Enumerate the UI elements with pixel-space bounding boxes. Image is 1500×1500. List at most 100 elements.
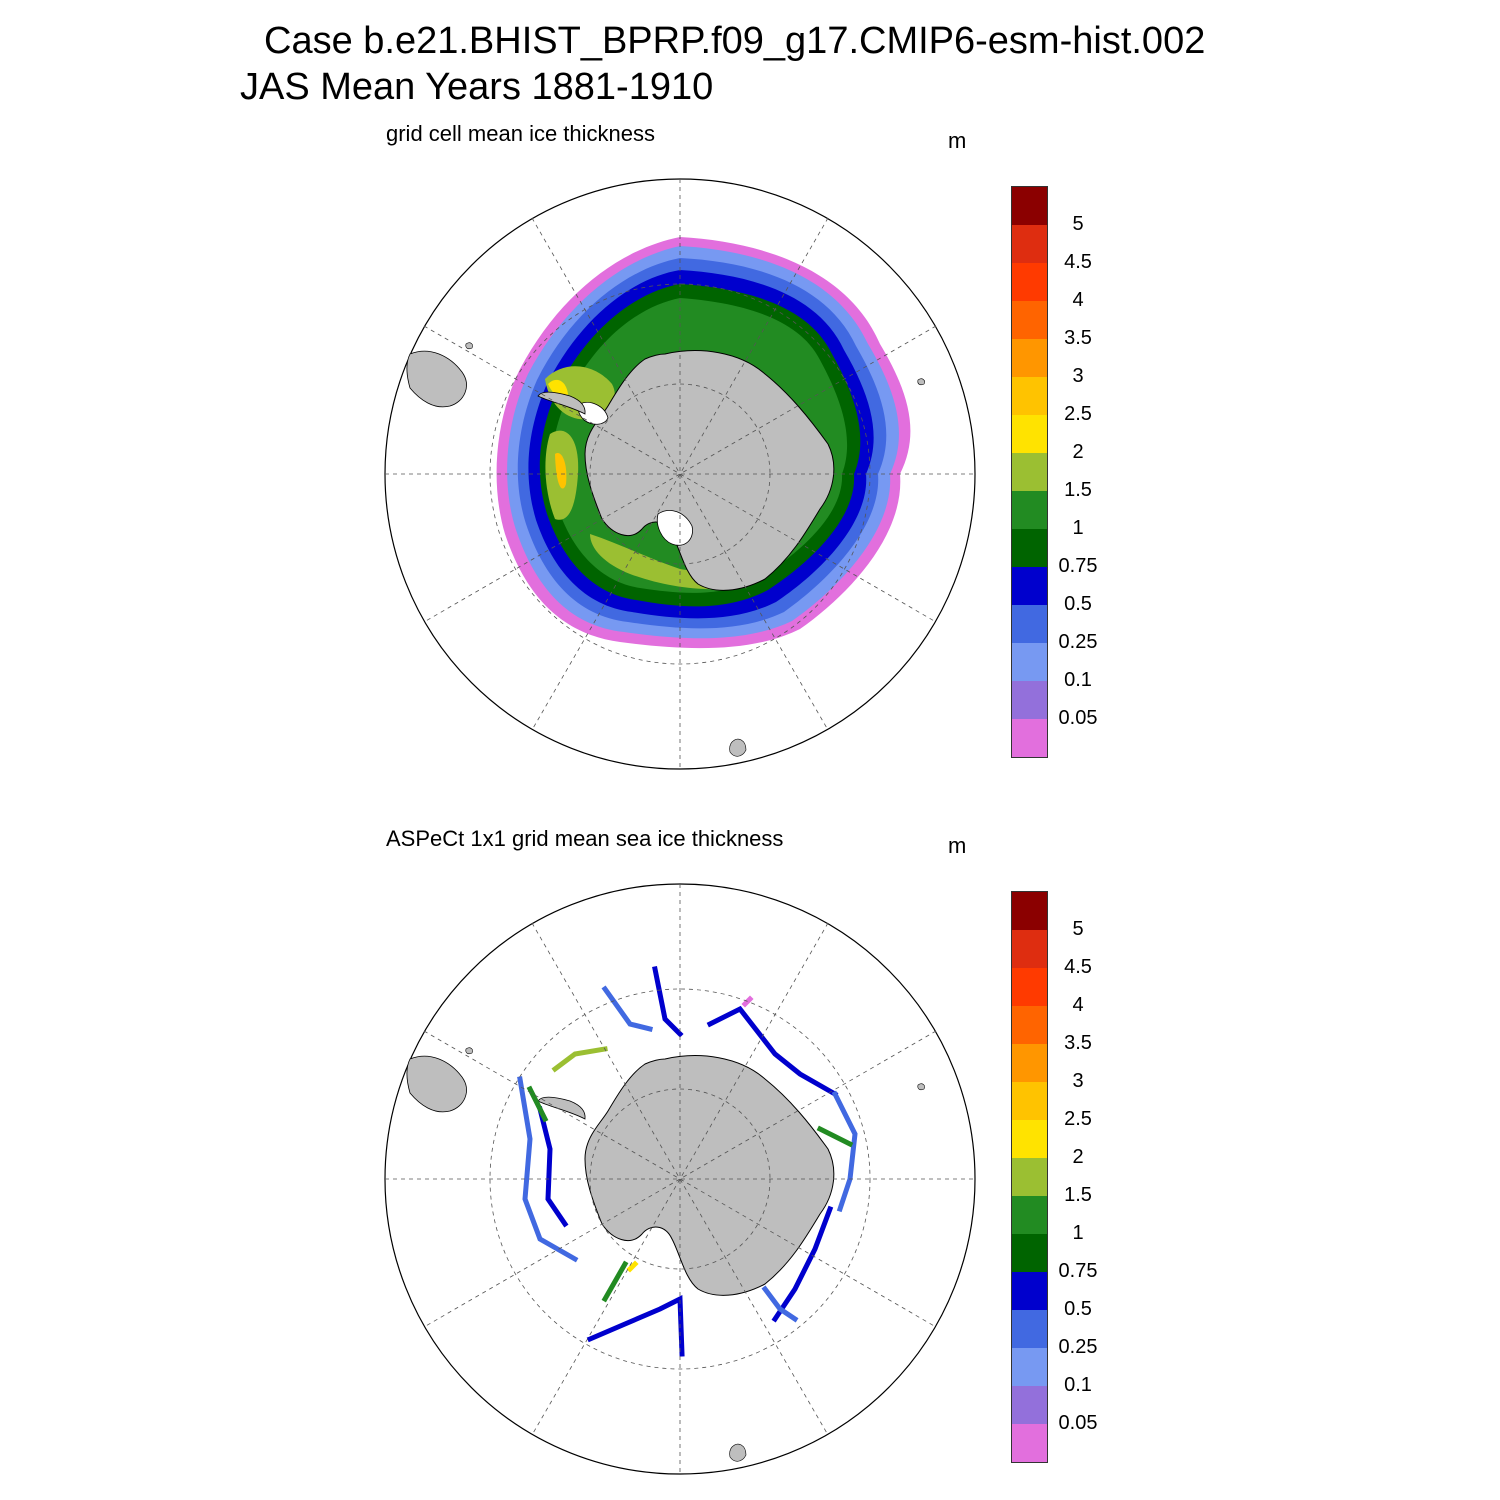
colorbar-segment: [1012, 263, 1047, 301]
figure-title-period: JAS Mean Years 1881-1910: [240, 66, 714, 108]
colorbar-segment: [1012, 1006, 1047, 1044]
kerguelen-island: [917, 378, 925, 386]
colorbar-segment: [1012, 1272, 1047, 1310]
colorbar-tick-label: 0.75: [1058, 1260, 1098, 1282]
track-12: [551, 1046, 608, 1073]
colorbar-segment: [1012, 1386, 1047, 1424]
observation-tracks: [517, 966, 858, 1357]
colorbar-tick-label: 4: [1072, 994, 1084, 1016]
colorbar-segment: [1012, 1082, 1047, 1120]
colorbar-tick-label: 1.5: [1064, 1184, 1092, 1206]
panel1-unit: m: [948, 128, 967, 153]
antarctic-peninsula: [537, 391, 586, 415]
colorbar-segment: [1012, 491, 1047, 529]
track-4: [831, 1090, 858, 1213]
colorbar-tick-label: 0.75: [1058, 555, 1098, 577]
colorbar-tick-label: 0.5: [1064, 593, 1092, 615]
colorbar-segment: [1012, 529, 1047, 567]
colorbar-tick-label: 3.5: [1064, 1032, 1092, 1054]
colorbar-tick-label: 3: [1072, 1070, 1084, 1092]
track-8: [586, 1295, 685, 1357]
colorbar-tick-label: 0.5: [1064, 1298, 1092, 1320]
antarctica-landmass: [584, 1055, 835, 1296]
colorbar-segment: [1012, 681, 1047, 719]
colorbar-segment: [1012, 1196, 1047, 1234]
track-6: [771, 1205, 834, 1323]
panel2-unit: m: [948, 833, 967, 858]
colorbar-tick-label: 4.5: [1064, 956, 1092, 978]
colorbar-segment: [1012, 1234, 1047, 1272]
panel1-title: grid cell mean ice thickness: [386, 121, 656, 146]
colorbar-tick-label: 1: [1072, 1222, 1084, 1244]
colorbar-segment: [1012, 1158, 1047, 1196]
panel1-polar-map: [384, 178, 976, 770]
colorbar-segment: [1012, 1348, 1047, 1386]
colorbar-segment: [1012, 930, 1047, 968]
colorbar-segment: [1012, 339, 1047, 377]
colorbar-tick-label: 5: [1072, 918, 1084, 940]
colorbar-tick-label: 4: [1072, 289, 1084, 311]
track-9: [601, 1260, 629, 1303]
colorbar-segment: [1012, 567, 1047, 605]
colorbar-segment: [1012, 968, 1047, 1006]
track-13: [526, 1085, 549, 1123]
colorbar-tick-label: 0.05: [1058, 1412, 1098, 1434]
panel1-colorbar: [1011, 186, 1048, 758]
panel2-colorbar: [1011, 891, 1048, 1463]
graticule: [385, 179, 975, 769]
track-5: [816, 1125, 854, 1148]
antarctica-landmass: [584, 350, 835, 591]
track-3: [706, 1005, 839, 1098]
colorbar-tick-label: 4.5: [1064, 251, 1092, 273]
track-14: [741, 995, 754, 1008]
colorbar-segment: [1012, 377, 1047, 415]
new-zealand-landmass: [729, 1443, 747, 1462]
colorbar-segment: [1012, 453, 1047, 491]
colorbar-segment: [1012, 643, 1047, 681]
colorbar-segment: [1012, 225, 1047, 263]
colorbar-segment: [1012, 892, 1047, 930]
colorbar-tick-label: 0.25: [1058, 1336, 1098, 1358]
colorbar-tick-label: 0.05: [1058, 707, 1098, 729]
colorbar-segment: [1012, 605, 1047, 643]
falkland-islands: [465, 342, 473, 350]
colorbar-tick-label: 0.1: [1064, 1374, 1092, 1396]
figure-title-case: Case b.e21.BHIST_BPRP.f09_g17.CMIP6-esm-…: [264, 20, 1206, 62]
filchner-ronne-ice-shelf: [577, 401, 609, 425]
track-11: [536, 1105, 569, 1228]
colorbar-tick-label: 0.25: [1058, 631, 1098, 653]
colorbar-segment: [1012, 1310, 1047, 1348]
track-7: [761, 1285, 799, 1323]
colorbar-segment: [1012, 1120, 1047, 1158]
colorbar-tick-label: 1: [1072, 517, 1084, 539]
colorbar-tick-label: 5: [1072, 213, 1084, 235]
south-america-landmass: [406, 1055, 467, 1113]
colorbar-tick-label: 1.5: [1064, 479, 1092, 501]
graticule: [385, 884, 975, 1474]
colorbar-tick-label: 3: [1072, 365, 1084, 387]
ice-patch-2-ross: [555, 453, 567, 489]
ross-ice-shelf: [656, 510, 693, 546]
track-15: [626, 1260, 639, 1273]
kerguelen-island: [917, 1083, 925, 1091]
panel2-polar-map: [384, 883, 976, 1475]
antarctic-peninsula: [537, 1096, 586, 1120]
colorbar-segment: [1012, 1424, 1047, 1462]
new-zealand-landmass: [729, 738, 747, 757]
falkland-islands: [465, 1047, 473, 1055]
track-10: [517, 1076, 579, 1263]
colorbar-segment: [1012, 719, 1047, 757]
colorbar-segment: [1012, 301, 1047, 339]
colorbar-segment: [1012, 187, 1047, 225]
colorbar-tick-label: 2: [1072, 441, 1084, 463]
track-1: [652, 966, 684, 1038]
ice-patch-2-weddell: [548, 379, 568, 398]
colorbar-tick-label: 2.5: [1064, 1108, 1092, 1130]
panel2-title: ASPeCt 1x1 grid mean sea ice thickness: [386, 826, 784, 851]
colorbar-tick-label: 3.5: [1064, 327, 1092, 349]
colorbar-tick-label: 2.5: [1064, 403, 1092, 425]
colorbar-tick-label: 2: [1072, 1146, 1084, 1168]
south-america-landmass: [406, 350, 467, 408]
colorbar-segment: [1012, 415, 1047, 453]
colorbar-segment: [1012, 1044, 1047, 1082]
